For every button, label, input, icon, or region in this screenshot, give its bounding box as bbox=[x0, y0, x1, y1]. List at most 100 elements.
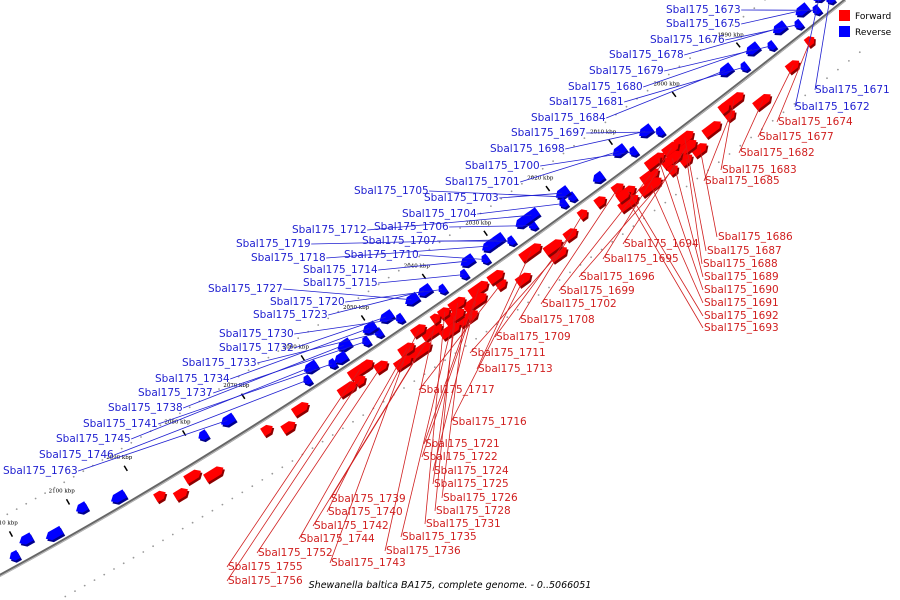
reverse-leader-line bbox=[328, 290, 425, 316]
forward-leader-line bbox=[602, 147, 672, 260]
reverse-leader-line bbox=[78, 420, 228, 472]
track-dot bbox=[171, 533, 174, 536]
reverse-gene-label: Sbal175_1673 bbox=[666, 4, 741, 16]
forward-gene bbox=[280, 421, 296, 435]
forward-gene-label: Sbal175_1709 bbox=[496, 331, 571, 343]
track-dot bbox=[433, 366, 436, 369]
reverse-gene bbox=[629, 145, 639, 156]
track-dot bbox=[731, 24, 734, 26]
tick-label: 2100 kbp bbox=[49, 488, 76, 494]
reverse-gene bbox=[794, 18, 804, 29]
tick-mark bbox=[360, 314, 366, 321]
reverse-leader-line bbox=[684, 27, 780, 56]
forward-leader-line bbox=[226, 379, 361, 582]
forward-gene bbox=[172, 488, 188, 501]
track-dot bbox=[537, 294, 540, 296]
reverse-gene-label: Sbal175_1718 bbox=[251, 252, 326, 264]
track-dot bbox=[281, 466, 284, 469]
forward-gene bbox=[449, 308, 465, 322]
track-dot bbox=[261, 479, 264, 481]
forward-leader-line bbox=[628, 201, 704, 329]
reverse-leader-line bbox=[294, 316, 387, 349]
legend-reverse-swatch bbox=[839, 26, 850, 37]
reverse-gene-label: Sbal175_1707 bbox=[362, 235, 437, 247]
track-dot bbox=[667, 73, 670, 76]
track-dot bbox=[362, 414, 365, 416]
forward-gene-label: Sbal175_1756 bbox=[228, 575, 303, 587]
forward-leader-line bbox=[578, 168, 674, 278]
track-dot bbox=[347, 304, 350, 306]
forward-gene-label: Sbal175_1686 bbox=[718, 231, 793, 243]
reverse-leader-line bbox=[114, 380, 307, 456]
track-dot bbox=[793, 103, 796, 105]
forward-gene-label: Sbal175_1682 bbox=[740, 147, 815, 159]
reverse-gene bbox=[111, 489, 128, 503]
forward-leader-line bbox=[226, 369, 361, 568]
reverse-gene bbox=[656, 125, 666, 136]
forward-gene-label: Sbal175_1742 bbox=[314, 520, 389, 532]
reverse-gene bbox=[460, 253, 476, 267]
track-dot bbox=[646, 89, 649, 92]
track-dot bbox=[327, 317, 330, 320]
track-dot bbox=[25, 502, 28, 505]
track-dot bbox=[64, 595, 67, 598]
track-dot bbox=[218, 388, 220, 390]
forward-leader-line bbox=[686, 158, 703, 265]
reverse-gene-label: Sbal175_1681 bbox=[549, 96, 624, 108]
forward-gene-label: Sbal175_1731 bbox=[426, 518, 501, 530]
tick-mark bbox=[123, 465, 128, 472]
forward-gene bbox=[462, 292, 487, 313]
forward-leader-line bbox=[421, 301, 477, 458]
forward-gene-label: Sbal175_1688 bbox=[703, 258, 778, 270]
forward-leader-line bbox=[650, 185, 704, 304]
reverse-leader-line bbox=[586, 131, 660, 134]
forward-leader-line bbox=[672, 158, 704, 278]
reverse-gene bbox=[303, 374, 313, 385]
reverse-gene bbox=[555, 185, 571, 199]
legend-reverse-label: Reverse bbox=[855, 28, 892, 38]
reverse-gene bbox=[515, 212, 533, 228]
reverse-gene-label: Sbal175_1679 bbox=[589, 65, 664, 77]
track-dot bbox=[357, 297, 360, 300]
genome-axis-shadow bbox=[0, 0, 846, 577]
track-dot bbox=[548, 286, 550, 289]
track-dot bbox=[291, 460, 294, 462]
forward-leader-line bbox=[558, 174, 651, 292]
track-dot bbox=[352, 420, 354, 423]
forward-gene-label: Sbal175_1725 bbox=[434, 478, 509, 490]
legend: Forward Reverse bbox=[839, 10, 892, 38]
forward-gene bbox=[701, 121, 721, 138]
track-dot bbox=[231, 497, 234, 500]
track-dot bbox=[750, 136, 752, 139]
track-dot bbox=[201, 515, 204, 518]
forward-gene-label: Sbal175_1708 bbox=[520, 314, 595, 326]
reverse-gene-label: Sbal175_1746 bbox=[39, 449, 114, 461]
track-dot bbox=[678, 65, 681, 68]
reverse-gene bbox=[438, 283, 448, 294]
forward-gene bbox=[717, 102, 730, 115]
reverse-gene-label: Sbal175_1730 bbox=[219, 328, 294, 340]
reverse-gene-label: Sbal175_1675 bbox=[666, 18, 741, 30]
track-dot bbox=[221, 503, 224, 506]
reverse-gene bbox=[417, 283, 433, 297]
reverse-leader-line bbox=[230, 328, 370, 380]
track-dot bbox=[34, 497, 37, 500]
track-dot bbox=[531, 175, 534, 178]
reverse-gene-label: Sbal175_1676 bbox=[650, 34, 725, 46]
forward-gene-label: Sbal175_1690 bbox=[704, 284, 779, 296]
reverse-leader-line bbox=[565, 131, 646, 150]
reverse-leader-line bbox=[624, 66, 745, 103]
forward-leader-line bbox=[298, 348, 408, 540]
forward-leader-line bbox=[540, 187, 619, 305]
track-dot bbox=[721, 32, 723, 35]
reverse-gene-label: Sbal175_1705 bbox=[354, 185, 429, 197]
reverse-gene-label: Sbal175_1738 bbox=[108, 402, 183, 414]
reverse-gene-label: Sbal175_1733 bbox=[182, 357, 257, 369]
track-dot bbox=[653, 209, 656, 212]
forward-gene-label: Sbal175_1755 bbox=[228, 561, 303, 573]
track-dot bbox=[848, 60, 850, 62]
track-dot bbox=[113, 568, 115, 570]
forward-gene bbox=[420, 323, 443, 342]
track-dot bbox=[15, 508, 18, 510]
